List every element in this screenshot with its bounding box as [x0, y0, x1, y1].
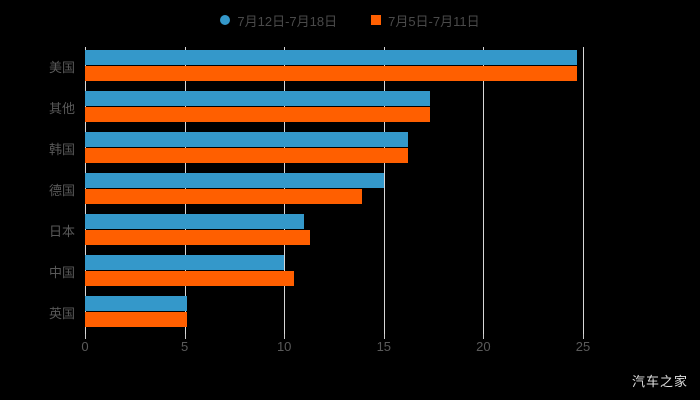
y-axis-label-5: 中国 — [48, 264, 75, 280]
x-axis-tick-label-3: 15 — [376, 339, 392, 354]
x-axis: 0 5 10 15 20 25 — [0, 334, 700, 358]
y-axis-label-3: 德国 — [48, 182, 75, 198]
x-tick-mark-0 — [85, 334, 86, 339]
gridline-20 — [483, 47, 485, 334]
bar[interactable] — [85, 189, 362, 204]
bar[interactable] — [85, 173, 384, 188]
legend-item-1[interactable]: 7月5日-7月11日 — [371, 11, 480, 30]
y-axis-label-1: 其他 — [48, 100, 75, 116]
legend-label: 7月12日-7月18日 — [237, 13, 338, 29]
bar[interactable] — [85, 107, 430, 122]
bar[interactable] — [85, 50, 578, 65]
plot-area — [85, 47, 600, 334]
bar-group — [85, 170, 600, 211]
legend-label: 7月5日-7月11日 — [388, 13, 480, 29]
bar-group — [85, 129, 600, 170]
bar[interactable] — [85, 91, 430, 106]
legend-item-0[interactable]: 7月12日-7月18日 — [220, 11, 337, 30]
gridline-15 — [383, 47, 385, 334]
y-axis-label-2: 韩国 — [48, 141, 75, 157]
x-axis-tick-label-5: 25 — [575, 339, 591, 354]
chart-legend: 7月12日-7月18日 7月5日-7月11日 — [0, 8, 700, 32]
bar[interactable] — [85, 214, 305, 229]
bar-group — [85, 211, 600, 252]
watermark: 汽车之家 — [631, 374, 688, 389]
bar[interactable] — [85, 66, 578, 81]
y-axis-label-0: 美国 — [48, 59, 75, 75]
bar[interactable] — [85, 148, 408, 163]
bar[interactable] — [85, 312, 187, 327]
y-axis-category-labels: 美国其他韩国德国日本中国英国 — [0, 47, 85, 334]
x-axis-tick-label-4: 20 — [476, 339, 491, 354]
bar-group — [85, 252, 600, 293]
bar-group — [85, 88, 600, 129]
bar[interactable] — [85, 296, 187, 311]
bar-group — [85, 47, 600, 88]
legend-marker-dot-icon — [220, 15, 231, 25]
x-tick-mark-20 — [483, 334, 485, 339]
x-tick-mark-25 — [583, 334, 584, 339]
x-tick-mark-15 — [383, 334, 385, 339]
legend-marker-square-icon — [371, 15, 382, 25]
bar-group — [85, 293, 600, 334]
x-axis-tick-label-1: 5 — [180, 339, 189, 354]
x-axis-tick-label-2: 10 — [276, 339, 292, 354]
x-axis-tick-label-0: 0 — [81, 339, 89, 354]
bar[interactable] — [85, 230, 311, 245]
x-tick-mark-10 — [284, 334, 286, 339]
y-axis-label-4: 日本 — [48, 223, 75, 239]
x-tick-mark-5 — [184, 334, 186, 339]
y-axis-label-6: 英国 — [48, 305, 75, 321]
bar[interactable] — [85, 132, 408, 147]
bar[interactable] — [85, 255, 285, 270]
gridline-25 — [583, 47, 584, 334]
bar[interactable] — [85, 271, 295, 286]
